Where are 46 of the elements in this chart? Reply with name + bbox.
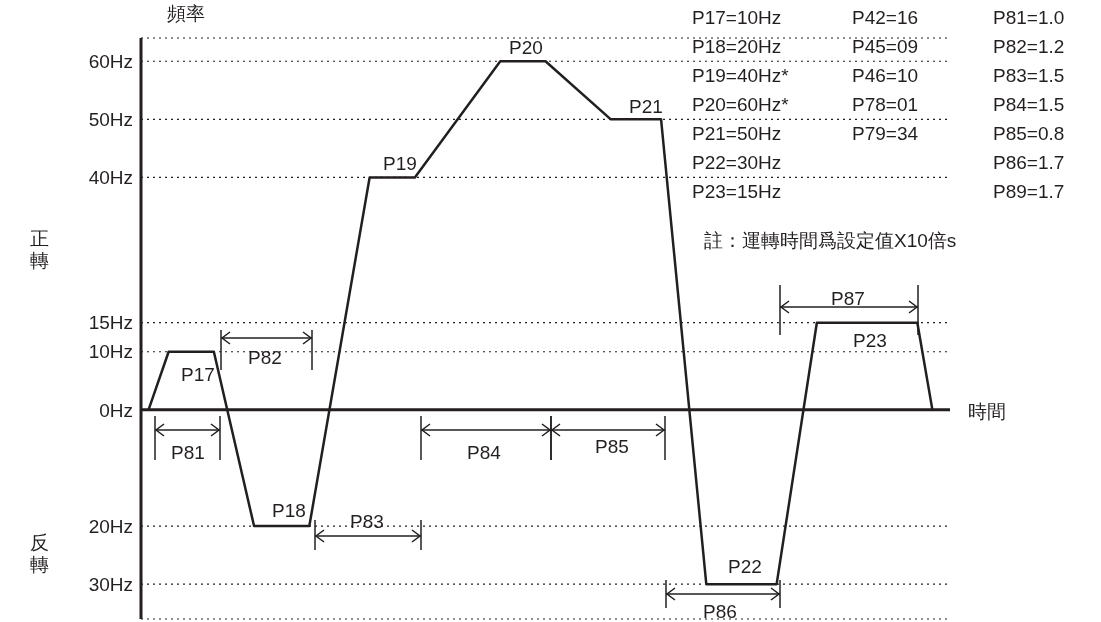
annotation: P82 [248, 346, 282, 368]
annotation: P85 [595, 435, 629, 457]
annotation: P22 [728, 555, 762, 577]
annotation: P17 [181, 363, 215, 385]
y-tick-label: 40Hz [88, 167, 133, 189]
y-axis-title: 頻率 [167, 3, 205, 24]
y-tick-label: 0Hz [99, 399, 133, 421]
annotation: P18=20Hz [692, 36, 782, 57]
text: P81=1.0 [993, 7, 1065, 28]
annotation: P78=01 [852, 94, 919, 115]
text: P89=1.7 [993, 181, 1065, 202]
annotation: P83 [350, 510, 384, 532]
annotation: P21 [629, 95, 663, 117]
annotation: P45=09 [852, 36, 919, 57]
y-tick-label: 60Hz [88, 50, 133, 72]
annotation: P18 [272, 499, 306, 521]
text: P83=1.5 [993, 65, 1065, 86]
annotation: P23=15Hz [692, 181, 782, 202]
annotation: P20 [509, 36, 543, 58]
annotation: P22=30Hz [692, 152, 782, 173]
text: P85=0.8 [993, 123, 1065, 144]
text: P82=1.2 [993, 36, 1065, 57]
annotation: P86 [703, 600, 737, 622]
annotation: P46=10 [852, 65, 919, 86]
text: P42=16 [852, 7, 919, 28]
x-axis-title: 時間 [968, 401, 1006, 422]
text: P84=1.5 [993, 94, 1065, 115]
annotation: P84 [467, 441, 501, 463]
annotation: P19 [383, 152, 417, 174]
annotation: P21=50Hz [692, 123, 782, 144]
text: 反轉 [30, 532, 50, 576]
y-tick-label: 30Hz [88, 573, 133, 595]
annotation: 註：運轉時間爲設定值X10倍s [704, 230, 957, 251]
annotation: P20=60Hz* [692, 94, 789, 115]
text: 正轉 [30, 228, 50, 272]
annotation: P79=34 [852, 123, 919, 144]
text: P17=10Hz [692, 7, 782, 28]
annotation: P19=40Hz* [692, 65, 789, 86]
annotation: P81 [171, 441, 205, 463]
y-tick-label: 50Hz [88, 109, 133, 131]
annotation: P23 [853, 329, 887, 351]
y-tick-label: 20Hz [88, 515, 133, 537]
y-tick-label: 10Hz [88, 341, 133, 363]
annotation: P87 [831, 287, 865, 309]
text: P86=1.7 [993, 152, 1065, 173]
y-tick-label: 15Hz [88, 312, 133, 334]
